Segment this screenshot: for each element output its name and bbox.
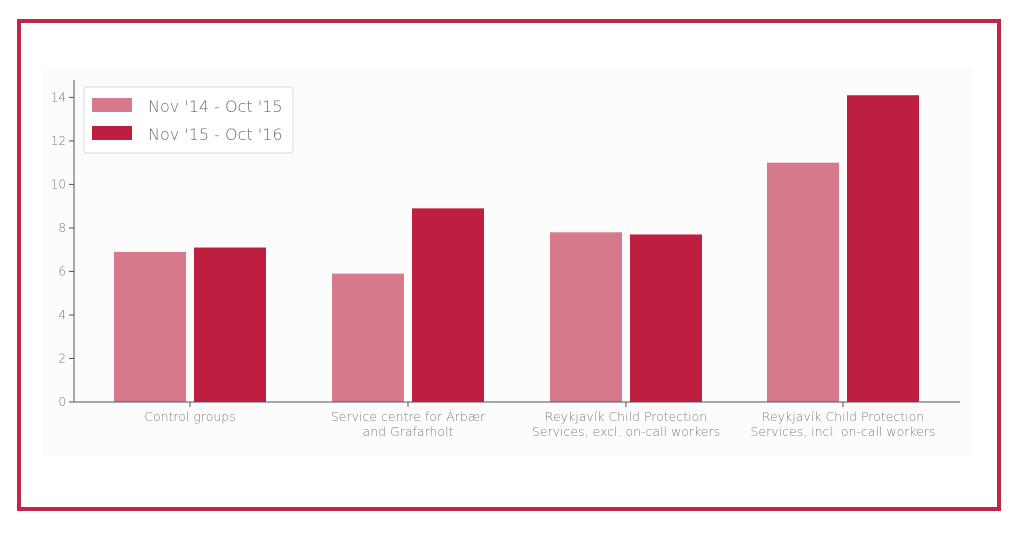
bar-series1-cat3 xyxy=(847,95,919,402)
y-tick-label: 2 xyxy=(58,351,66,365)
bar-series0-cat0 xyxy=(114,251,186,402)
y-tick-label: 12 xyxy=(51,134,66,148)
bar-series1-cat2 xyxy=(630,234,702,402)
legend-swatch-nov15-oct16 xyxy=(92,126,132,140)
x-category-label: Control groups xyxy=(144,409,236,424)
y-tick-label: 6 xyxy=(58,264,66,278)
legend-swatch-nov14-oct15 xyxy=(92,98,132,112)
x-category-label: Services, incl. on-call workers xyxy=(750,424,935,439)
y-tick-label: 14 xyxy=(51,90,66,104)
y-tick-label: 0 xyxy=(58,395,66,409)
x-category-label: Service centre for Árbær xyxy=(331,409,486,424)
bar-series1-cat1 xyxy=(412,208,484,402)
x-category-label: and Grafarholt xyxy=(363,424,454,439)
y-ticks-group: 0 2 4 6 8 10 12 14 xyxy=(51,90,74,409)
legend-box xyxy=(83,86,294,154)
bar-series0-cat2 xyxy=(550,232,622,402)
axes-group xyxy=(73,80,960,403)
x-labels-group: Control groups Service centre for Árbæran… xyxy=(144,402,936,439)
legend-label-nov14-oct15: Nov '14 - Oct '15 xyxy=(148,97,283,116)
bar-series1-cat0 xyxy=(194,247,266,402)
legend: Nov '14 - Oct '15 Nov '15 - Oct '16 xyxy=(83,86,294,154)
y-tick-label: 10 xyxy=(51,177,66,191)
legend-label-nov15-oct16: Nov '15 - Oct '16 xyxy=(148,125,283,144)
bars-group xyxy=(114,95,919,402)
y-tick-label: 4 xyxy=(58,308,66,322)
x-category-label: Services, excl. on-call workers xyxy=(532,424,720,439)
bar-series0-cat1 xyxy=(332,273,404,402)
y-tick-label: 8 xyxy=(58,221,66,235)
x-category-label: Reykjavík Child Protection xyxy=(762,409,924,424)
x-category-label: Reykjavík Child Protection xyxy=(545,409,707,424)
bar-series0-cat3 xyxy=(767,162,839,402)
